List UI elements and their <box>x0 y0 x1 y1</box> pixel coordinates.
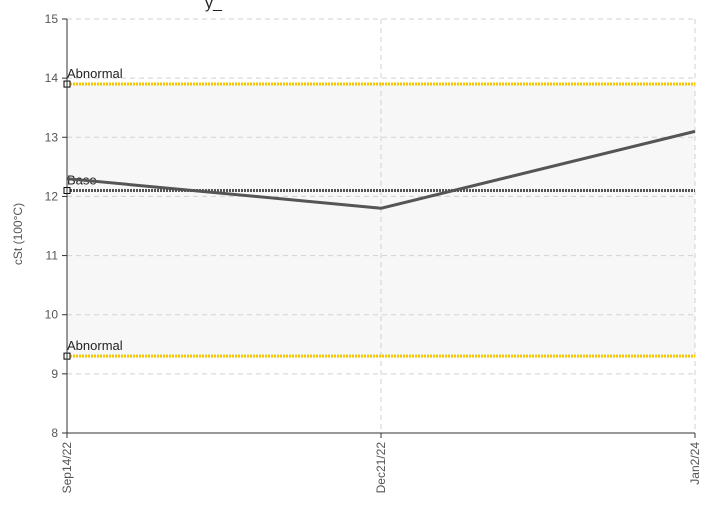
x-tick-label: Dec21/22 <box>374 442 388 494</box>
y-tick-label: 14 <box>45 71 59 85</box>
y-tick-labels: 8 9 10 11 12 13 14 15 <box>45 12 67 440</box>
reference-label: Abnormal <box>67 66 123 81</box>
y-tick-label: 8 <box>51 426 58 440</box>
y-tick-label: 13 <box>45 130 59 144</box>
x-tick-label: Jan2/24 <box>688 442 702 485</box>
y-tick-label: 12 <box>45 189 59 203</box>
y-tick-label: 10 <box>45 308 59 322</box>
x-tick-label: Sep14/22 <box>60 442 74 494</box>
chart-title-partial: y_ <box>205 0 223 12</box>
x-tick-labels: Sep14/22 Dec21/22 Jan2/24 <box>60 433 702 493</box>
y-tick-label: 9 <box>51 367 58 381</box>
reference-label: Abnormal <box>67 338 123 353</box>
y-tick-label: 15 <box>45 12 59 26</box>
y-tick-label: 11 <box>46 249 59 263</box>
y-axis-title: cSt (100°C) <box>11 203 25 265</box>
